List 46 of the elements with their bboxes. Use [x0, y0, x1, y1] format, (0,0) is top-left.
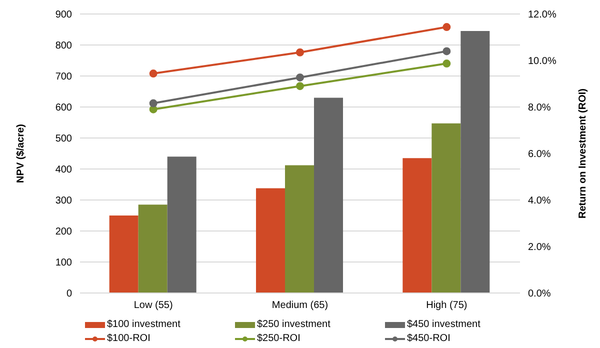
bar — [167, 156, 196, 293]
point — [296, 48, 304, 56]
y-tick-label: 900 — [55, 10, 72, 21]
y-tick-label: 200 — [55, 226, 72, 238]
bar — [256, 188, 285, 293]
y-tick-label: 100 — [55, 258, 72, 269]
legend-label: $250 investment — [257, 319, 330, 330]
bar — [460, 31, 490, 293]
bar — [285, 165, 314, 293]
x-tick-label: High (75) — [426, 300, 468, 312]
y-tick-label: 700 — [55, 72, 72, 83]
y2-tick-label: 8.0% — [528, 102, 551, 114]
y2-tick-label: 6.0% — [528, 149, 551, 160]
legend-label: $450 investment — [407, 319, 480, 330]
y-tick-label: 500 — [55, 134, 72, 145]
point — [442, 60, 451, 68]
bar — [314, 98, 343, 293]
x-tick-label: Low (55) — [134, 300, 173, 312]
y-tick-label: 800 — [55, 40, 72, 52]
x-tick-label: Medium (65) — [272, 300, 328, 312]
y-tick-label: 300 — [55, 196, 72, 207]
point — [149, 70, 158, 78]
bar — [432, 123, 461, 293]
bar — [138, 204, 168, 293]
y2-tick-label: 0.0% — [528, 288, 551, 300]
y2-tick-label: 12.0% — [528, 10, 556, 21]
bar — [402, 158, 432, 293]
y-tick-label: 0 — [66, 288, 72, 300]
y2-tick-label: 10.0% — [528, 56, 556, 68]
legend-label: $100 investment — [107, 319, 180, 330]
bar — [109, 216, 138, 293]
point — [296, 73, 304, 82]
point — [442, 23, 451, 32]
point — [442, 47, 451, 56]
y2-tick-label: 2.0% — [528, 242, 551, 254]
point — [149, 105, 158, 114]
point — [296, 82, 304, 90]
legend-label: $450-ROI — [407, 333, 450, 344]
point — [149, 99, 158, 108]
legend-label: $250-ROI — [257, 333, 300, 344]
y2-tick-label: 4.0% — [528, 196, 551, 207]
y-tick-label: 600 — [55, 102, 72, 114]
y-axis-title: NPV ($/acre) — [16, 124, 27, 183]
y2-axis-title: Return on Investment (ROI) — [578, 88, 589, 219]
legend-label: $100-ROI — [107, 333, 150, 344]
y-tick-label: 400 — [55, 164, 72, 176]
